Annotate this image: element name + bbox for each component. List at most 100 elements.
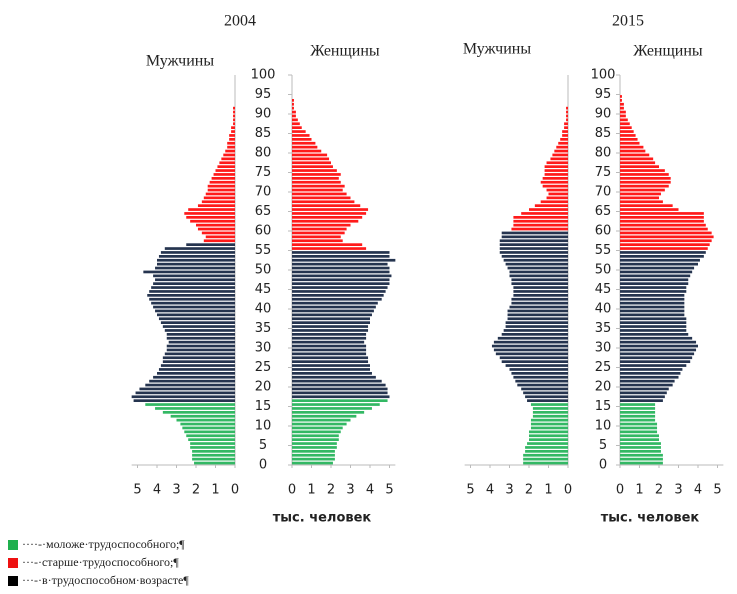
bar <box>292 208 369 211</box>
bar <box>292 219 359 223</box>
y-tick-label: 0 <box>259 458 267 473</box>
bar <box>164 352 235 356</box>
bar <box>213 173 235 176</box>
bar <box>205 235 235 239</box>
bar <box>207 184 235 188</box>
bar <box>160 321 235 324</box>
bar <box>292 216 363 219</box>
bar <box>292 274 392 278</box>
bar <box>620 430 658 434</box>
bar <box>503 258 568 262</box>
bar <box>509 270 568 274</box>
bar <box>292 231 345 235</box>
bar <box>620 196 659 200</box>
bar <box>176 418 235 422</box>
bar <box>513 223 568 227</box>
bar <box>620 165 659 168</box>
bar <box>620 356 693 360</box>
bar <box>620 255 704 258</box>
bar <box>530 403 568 406</box>
bar <box>292 266 390 270</box>
bar <box>292 407 372 410</box>
y-tick-label: 15 <box>255 399 272 414</box>
bar <box>292 235 341 239</box>
bar <box>530 426 568 430</box>
bar <box>501 333 568 336</box>
y-tick-label: 35 <box>595 321 612 336</box>
bar <box>292 173 341 176</box>
bar <box>546 161 568 165</box>
bar <box>182 426 235 430</box>
bar <box>620 173 669 176</box>
bar <box>620 122 630 126</box>
bar <box>620 422 658 426</box>
y-tick-label: 20 <box>255 380 272 395</box>
y-tick-label: 65 <box>595 204 612 219</box>
bar <box>233 122 235 126</box>
x-tick-label: 5 <box>133 483 141 498</box>
bar <box>162 411 235 414</box>
bar <box>620 188 665 192</box>
bar <box>620 141 640 145</box>
bar <box>620 161 656 165</box>
bar <box>511 227 568 231</box>
bar <box>620 379 675 383</box>
bar <box>620 403 656 406</box>
bar <box>292 336 367 340</box>
bar <box>493 348 568 352</box>
bar <box>620 297 685 301</box>
bar <box>131 395 235 399</box>
bar <box>197 227 235 231</box>
bar <box>505 321 568 324</box>
bar <box>620 274 691 278</box>
x-tick-label: 3 <box>346 483 354 498</box>
bar <box>505 325 568 328</box>
bar <box>507 266 568 270</box>
bar <box>620 102 624 106</box>
bar <box>620 266 695 270</box>
bar <box>292 106 294 110</box>
x-tick-label: 1 <box>307 483 315 498</box>
bar <box>292 286 388 289</box>
bar <box>233 110 235 114</box>
y-tick-label: 100 <box>591 68 616 83</box>
bar <box>227 145 235 149</box>
bar <box>552 153 568 157</box>
bar <box>620 177 671 180</box>
y-tick-label: 40 <box>255 302 272 317</box>
bar <box>292 446 337 449</box>
bar <box>209 180 235 184</box>
bar <box>292 196 351 200</box>
bar <box>511 301 568 305</box>
bar <box>620 301 685 305</box>
y-tick-label: 10 <box>255 419 272 434</box>
bar <box>620 461 663 465</box>
bar <box>620 95 622 98</box>
bar <box>151 286 235 289</box>
bar <box>499 247 568 250</box>
bar <box>162 356 235 360</box>
bar <box>292 418 351 422</box>
bar <box>620 223 706 227</box>
y-tick-label: 95 <box>595 87 612 102</box>
bar <box>620 290 687 293</box>
bar <box>160 364 235 367</box>
bar <box>292 442 337 445</box>
bar <box>505 364 568 367</box>
bar <box>564 126 568 129</box>
bar <box>205 192 235 196</box>
bar <box>620 208 679 211</box>
bar <box>292 99 294 102</box>
y-tick-label: 90 <box>255 107 272 122</box>
bar <box>532 411 568 414</box>
y-tick-label: 5 <box>599 438 607 453</box>
legend-swatch <box>8 576 18 586</box>
bar <box>233 106 235 110</box>
bar <box>620 372 681 375</box>
bar <box>292 149 322 153</box>
bar <box>292 122 300 126</box>
y-tick-label: 0 <box>599 458 607 473</box>
y-tick-label: 55 <box>595 243 612 258</box>
bar <box>155 266 235 270</box>
x-tick-label: 3 <box>172 483 180 498</box>
